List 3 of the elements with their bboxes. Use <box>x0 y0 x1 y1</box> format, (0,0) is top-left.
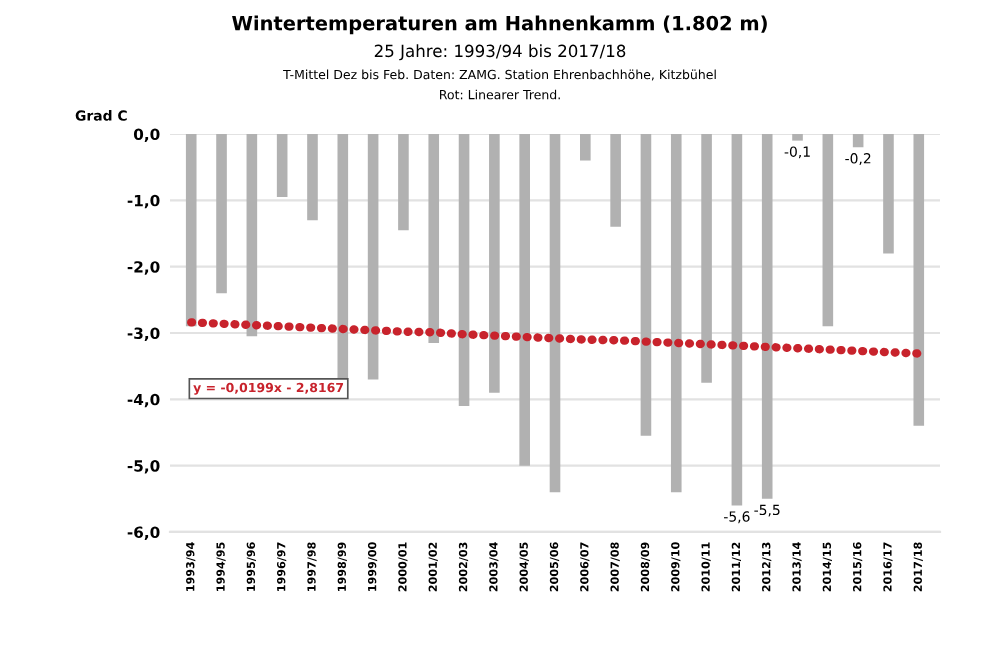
chart-subtitle: 25 Jahre: 1993/94 bis 2017/18 <box>374 44 626 61</box>
line-series <box>187 318 923 358</box>
chart-title: Wintertemperaturen am Hahnenkamm (1.802 m) <box>232 15 767 35</box>
